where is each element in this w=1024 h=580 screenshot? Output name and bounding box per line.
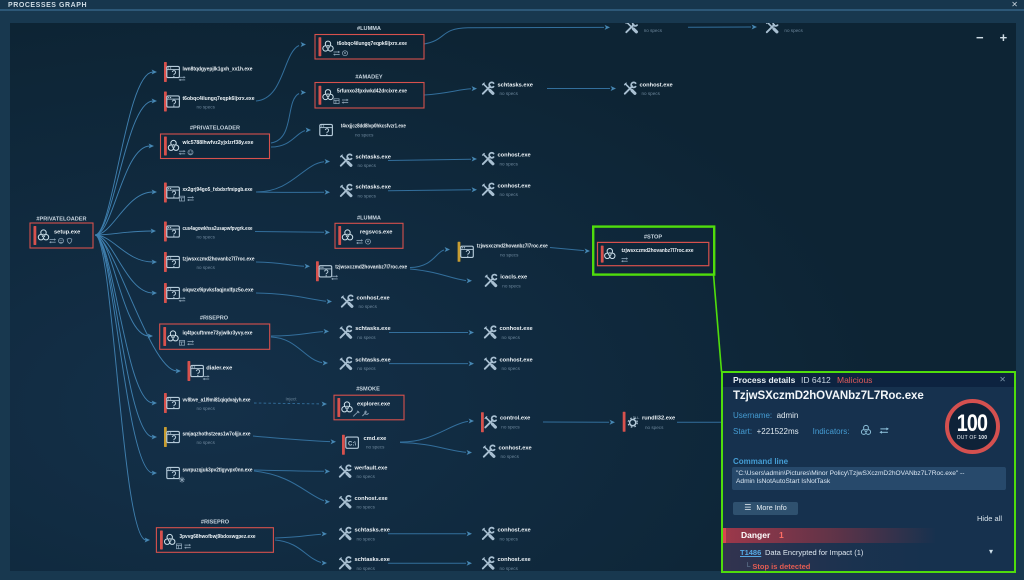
svg-text:no specs: no specs — [197, 265, 216, 270]
svg-text:schtasks.exe: schtasks.exe — [355, 557, 390, 563]
svg-text:5rfunxo3fpxiwkd42drcixre.exe: 5rfunxo3fpxiwkd42drcixre.exe — [337, 88, 407, 94]
svg-text:no specs: no specs — [357, 474, 376, 479]
svg-text:schtasks.exe: schtasks.exe — [355, 357, 390, 363]
svg-text:no specs: no specs — [358, 193, 377, 198]
svg-text:conhost.exe: conhost.exe — [355, 496, 388, 502]
svg-text:no specs: no specs — [500, 91, 519, 96]
svg-text:icacls.exe: icacls.exe — [500, 275, 527, 281]
svg-text:conhost.exe: conhost.exe — [499, 445, 532, 451]
svg-text:conhost.exe: conhost.exe — [640, 82, 673, 88]
svg-text:no specs: no specs — [644, 28, 663, 33]
svg-text:no specs: no specs — [784, 28, 803, 33]
svg-text:tzjwsxczmd2hovanbz7l7roc.exe: tzjwsxczmd2hovanbz7l7roc.exe — [335, 264, 407, 270]
svg-text:t6obqc4ilungq7eqpk6ljxrx.exe: t6obqc4ilungq7eqpk6ljxrx.exe — [183, 96, 255, 102]
svg-text:conhost.exe: conhost.exe — [498, 183, 531, 189]
svg-text:no specs: no specs — [500, 253, 519, 258]
svg-text:no specs: no specs — [359, 304, 378, 309]
svg-text:no specs: no specs — [366, 445, 385, 450]
svg-text:#LUMMA: #LUMMA — [357, 215, 381, 221]
svg-text:cus4agowkhss2usapwfpvgrk.exe: cus4agowkhss2usapwfpvgrk.exe — [183, 226, 253, 232]
svg-text:conhost.exe: conhost.exe — [498, 557, 531, 563]
svg-text:no specs: no specs — [502, 283, 521, 288]
svg-text:3pvvg68hwofbwj9bdoswgpez.exe: 3pvvg68hwofbwj9bdoswgpez.exe — [180, 534, 256, 540]
svg-text:no specs: no specs — [502, 366, 521, 371]
svg-text:swrpuzqjuk3pv2tlgyvpx0nn.exe: swrpuzqjuk3pv2tlgyvpx0nn.exe — [183, 467, 253, 473]
svg-text:schtasks.exe: schtasks.exe — [356, 154, 391, 160]
svg-text:#PRIVATELOADER: #PRIVATELOADER — [36, 217, 86, 223]
svg-text:no specs: no specs — [358, 163, 377, 168]
svg-text:no specs: no specs — [355, 133, 374, 138]
svg-text:setup.exe: setup.exe — [54, 230, 80, 236]
svg-text:#SMOKE: #SMOKE — [356, 387, 380, 393]
svg-text:conhost.exe: conhost.exe — [498, 153, 531, 159]
svg-text:no specs: no specs — [357, 566, 376, 571]
svg-text:no specs: no specs — [197, 406, 216, 411]
svg-text:vv8bve_a1l9mi81qiqdvajyh.exe: vv8bve_a1l9mi81qiqdvajyh.exe — [183, 397, 251, 403]
svg-text:tzjwsxczmd2hovanbz7l7roc.exe: tzjwsxczmd2hovanbz7l7roc.exe — [622, 248, 694, 254]
svg-text:conhost.exe: conhost.exe — [500, 357, 533, 363]
svg-text:Inject: Inject — [286, 397, 298, 402]
svg-text:tzjwsxczmd2hovanbz7l7roc.exe: tzjwsxczmd2hovanbz7l7roc.exe — [477, 243, 548, 249]
svg-text:werfault.exe: werfault.exe — [354, 465, 388, 471]
svg-text:conhost.exe: conhost.exe — [357, 295, 390, 301]
svg-text:cmd.exe: cmd.exe — [364, 436, 387, 442]
svg-text:no specs: no specs — [197, 105, 216, 110]
svg-text:no specs: no specs — [502, 335, 521, 340]
svg-text:conhost.exe: conhost.exe — [500, 326, 533, 332]
svg-text:iq4tpcuftnme73yjwlkr3yvy.exe: iq4tpcuftnme73yjwlkr3yvy.exe — [183, 330, 253, 336]
svg-text:no specs: no specs — [357, 335, 376, 340]
svg-text:#AMADEY: #AMADEY — [355, 74, 383, 80]
svg-text:no specs: no specs — [500, 566, 519, 571]
svg-text:regsvcs.exe: regsvcs.exe — [360, 229, 393, 235]
svg-text:schtasks.exe: schtasks.exe — [355, 326, 390, 332]
svg-text:schtasks.exe: schtasks.exe — [355, 528, 390, 534]
svg-text:schtasks.exe: schtasks.exe — [498, 82, 533, 88]
svg-text:#RISEPRO: #RISEPRO — [200, 315, 229, 321]
svg-text:schtasks.exe: schtasks.exe — [356, 185, 391, 191]
svg-text:no specs: no specs — [500, 536, 519, 541]
svg-text:wlc5788lhwfvz2yjxlzrf38y.exe: wlc5788lhwfvz2yjxlzrf38y.exe — [182, 140, 254, 146]
svg-text:conhost.exe: conhost.exe — [498, 528, 531, 534]
svg-text:xx2grj94go5_fxbdxrfmipgb.exe: xx2grj94go5_fxbdxrfmipgb.exe — [183, 187, 253, 193]
svg-text:smjaqzhothstzeas1w7oljjx.exe: smjaqzhothstzeas1w7oljjx.exe — [183, 431, 251, 437]
svg-text:dialer.exe: dialer.exe — [206, 365, 232, 371]
svg-text:#STOP: #STOP — [644, 235, 663, 241]
svg-text:no specs: no specs — [642, 91, 661, 96]
svg-text:no specs: no specs — [197, 440, 216, 445]
svg-text:no specs: no specs — [357, 366, 376, 371]
svg-text:#PRIVATELOADER: #PRIVATELOADER — [190, 126, 240, 132]
svg-text:t4vxjjcz8dd8lvp0hkcsfvzr1.exe: t4vxjjcz8dd8lvp0hkcsfvzr1.exe — [341, 124, 406, 130]
svg-text:oiqwzx9ipvksfaqjnxlfpz5o.exe: oiqwzx9ipvksfaqjnxlfpz5o.exe — [183, 287, 254, 293]
svg-text:#LUMMA: #LUMMA — [357, 26, 381, 32]
svg-text:no specs: no specs — [501, 425, 520, 430]
svg-text:#RISEPRO: #RISEPRO — [201, 519, 230, 525]
svg-text:explorer.exe: explorer.exe — [357, 401, 390, 407]
svg-text:no specs: no specs — [357, 536, 376, 541]
svg-text:no specs: no specs — [500, 162, 519, 167]
svg-text:no specs: no specs — [197, 235, 216, 240]
svg-text:control.exe: control.exe — [500, 416, 530, 422]
svg-text:t6obqc4ilungq7eqpk6ljxrx.exe: t6obqc4ilungq7eqpk6ljxrx.exe — [337, 41, 407, 47]
svg-text:no specs: no specs — [645, 425, 664, 430]
svg-text:rundll32.exe: rundll32.exe — [642, 416, 675, 422]
svg-text:tzjwsxczmd2hovanbz7l7roc.exe: tzjwsxczmd2hovanbz7l7roc.exe — [183, 256, 255, 262]
svg-text:lwn8tqdgyepjlk1gxh_xx1h.exe: lwn8tqdgyepjlk1gxh_xx1h.exe — [183, 66, 253, 72]
svg-text:no specs: no specs — [357, 505, 376, 510]
svg-text:no specs: no specs — [501, 454, 520, 459]
svg-text:no specs: no specs — [500, 192, 519, 197]
